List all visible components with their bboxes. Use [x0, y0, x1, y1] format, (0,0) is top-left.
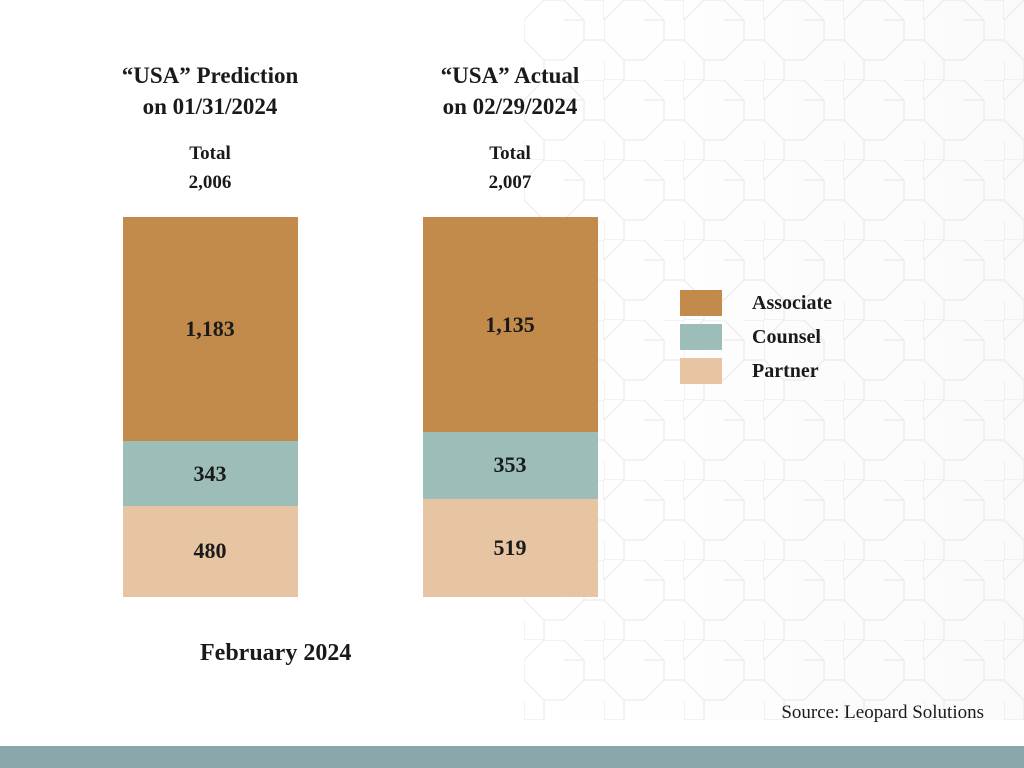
title-line-2: on 01/31/2024	[143, 94, 278, 119]
month-label: February 2024	[200, 640, 351, 667]
total-value: 2,007	[489, 172, 532, 193]
column-prediction: “USA” Prediction on 01/31/2024 Total 2,0…	[80, 60, 340, 597]
column-title: “USA” Actual on 02/29/2024	[441, 60, 580, 122]
legend-labels: Associate Counsel Partner	[752, 290, 832, 384]
bar-segment: 519	[423, 499, 598, 597]
title-line-1: “USA” Actual	[441, 63, 580, 88]
total-word: Total	[489, 143, 531, 164]
stacked-bar: 1,183343480	[123, 217, 298, 597]
legend-swatch	[680, 324, 722, 350]
legend: Associate Counsel Partner	[680, 290, 832, 384]
legend-label: Counsel	[752, 324, 832, 350]
bottom-bar	[0, 746, 1024, 768]
bar-segment: 353	[423, 432, 598, 499]
column-actual: “USA” Actual on 02/29/2024 Total 2,007 1…	[380, 60, 640, 597]
legend-swatches	[680, 290, 722, 384]
legend-label: Partner	[752, 358, 832, 384]
chart-area: “USA” Prediction on 01/31/2024 Total 2,0…	[80, 60, 640, 597]
legend-swatch	[680, 358, 722, 384]
total-label: Total 2,006	[189, 140, 232, 197]
title-line-2: on 02/29/2024	[443, 94, 578, 119]
column-title: “USA” Prediction on 01/31/2024	[122, 60, 299, 122]
bar-segment: 1,135	[423, 217, 598, 432]
legend-label: Associate	[752, 290, 832, 316]
bar-segment: 1,183	[123, 217, 298, 441]
title-line-1: “USA” Prediction	[122, 63, 299, 88]
source-text: Source: Leopard Solutions	[781, 702, 984, 724]
total-label: Total 2,007	[489, 140, 532, 197]
bar-segment: 480	[123, 506, 298, 597]
stacked-bar: 1,135353519	[423, 217, 598, 597]
bar-segment: 343	[123, 441, 298, 506]
legend-swatch	[680, 290, 722, 316]
total-word: Total	[189, 143, 231, 164]
chart-content: “USA” Prediction on 01/31/2024 Total 2,0…	[0, 0, 1024, 768]
total-value: 2,006	[189, 172, 232, 193]
